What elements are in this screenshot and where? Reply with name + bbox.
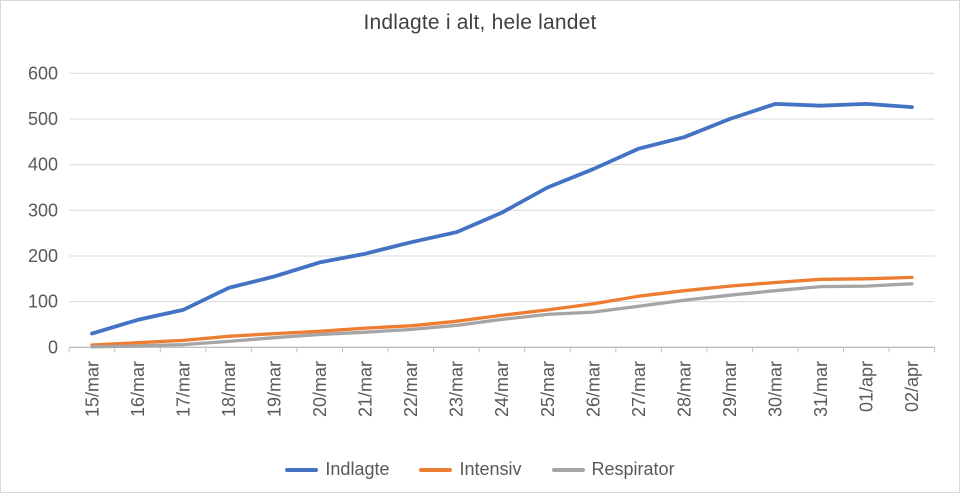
y-axis-tick-label: 500	[28, 109, 58, 129]
x-axis-tick-label: 18/mar	[219, 361, 239, 417]
x-axis-tick-label: 22/mar	[401, 361, 421, 417]
y-axis-tick-label: 600	[28, 63, 58, 83]
legend-line-marker	[419, 467, 453, 472]
x-axis-tick-label: 29/mar	[720, 361, 740, 417]
legend-line-marker	[285, 467, 319, 472]
x-axis-tick-label: 02/apr	[902, 361, 922, 412]
series-line-intensiv	[90, 275, 914, 347]
series-line-respirator	[90, 282, 914, 349]
x-axis-tick-label: 19/mar	[264, 361, 284, 417]
x-axis-tick-label: 21/mar	[356, 361, 376, 417]
x-axis-tick-label: 31/mar	[811, 361, 831, 417]
legend-label: Respirator	[591, 459, 675, 479]
x-axis-tick-label: 28/mar	[674, 361, 694, 417]
legend-item-intensiv: Intensiv	[419, 459, 522, 480]
x-axis-tick-label: 17/mar	[173, 361, 193, 417]
legend-item-indlagte: Indlagte	[285, 459, 389, 480]
x-axis-tick-label: 15/mar	[82, 361, 102, 417]
legend: Indlagte Intensiv Respirator	[1, 459, 959, 480]
y-axis-tick-label: 300	[28, 200, 58, 220]
x-axis-tick-label: 01/apr	[857, 361, 877, 412]
series-line-indlagte	[90, 102, 914, 336]
chart-title: Indlagte i alt, hele landet	[363, 11, 597, 34]
legend-line-marker	[551, 467, 585, 472]
x-axis-tick-label: 25/mar	[538, 361, 558, 417]
legend-label: Indlagte	[325, 459, 390, 479]
x-axis-tick-label: 23/mar	[447, 361, 467, 417]
y-axis-tick-label: 100	[28, 292, 58, 312]
y-axis-tick-label: 0	[48, 337, 58, 357]
x-axis-tick-label: 26/mar	[583, 361, 603, 417]
legend-item-respirator: Respirator	[551, 459, 675, 480]
x-axis-tick-label: 24/mar	[492, 361, 512, 417]
x-axis-tick-label: 16/mar	[128, 361, 148, 417]
x-axis-tick-label: 30/mar	[766, 361, 786, 417]
y-axis-tick-label: 200	[28, 246, 58, 266]
legend-label: Intensiv	[459, 459, 522, 479]
x-axis-tick-label: 20/mar	[310, 361, 330, 417]
y-axis-tick-label: 400	[28, 155, 58, 175]
x-axis-tick-label: 27/mar	[629, 361, 649, 417]
